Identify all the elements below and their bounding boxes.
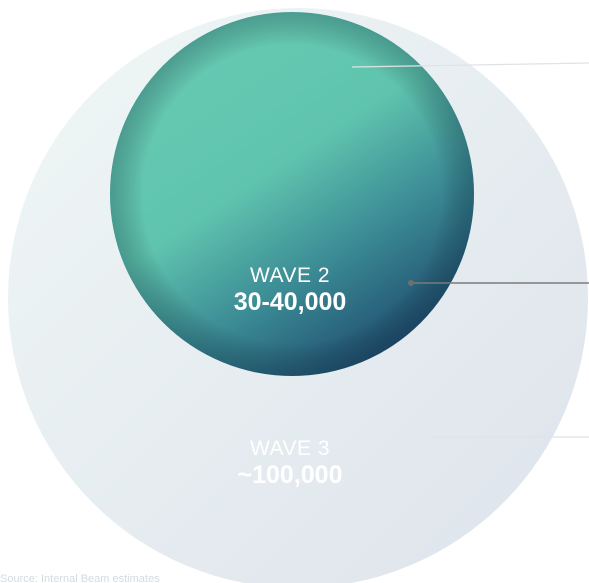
wave-3-label: WAVE 3 ~100,000	[190, 437, 390, 490]
leader-dot-wave-2	[408, 280, 414, 286]
leader-dot-wave-3	[430, 434, 436, 440]
source-note: Source: Internal Beam estimates	[0, 573, 160, 583]
leader-line-top	[351, 62, 589, 68]
wave-3-name: WAVE 3	[249, 437, 331, 460]
wave-3-value: ~100,000	[237, 461, 343, 489]
wave-2-circle-shade	[110, 12, 474, 376]
wave-2-name: WAVE 2	[249, 264, 331, 287]
wave-2-value: 30-40,000	[233, 288, 347, 316]
wave-2-label: WAVE 2 30-40,000	[190, 264, 390, 317]
